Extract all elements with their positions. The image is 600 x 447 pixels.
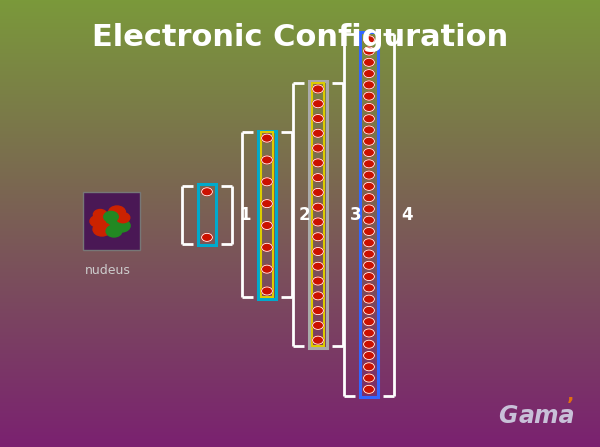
Circle shape bbox=[313, 100, 323, 108]
Circle shape bbox=[364, 103, 374, 111]
Circle shape bbox=[364, 351, 374, 359]
Circle shape bbox=[100, 218, 116, 229]
Circle shape bbox=[106, 225, 122, 237]
Circle shape bbox=[313, 321, 323, 329]
Circle shape bbox=[262, 200, 272, 208]
Text: 4: 4 bbox=[401, 206, 412, 224]
Circle shape bbox=[364, 160, 374, 168]
Circle shape bbox=[313, 203, 323, 211]
Text: nudeus: nudeus bbox=[85, 264, 131, 277]
Circle shape bbox=[364, 115, 374, 123]
Circle shape bbox=[364, 36, 374, 44]
Circle shape bbox=[364, 261, 374, 270]
Circle shape bbox=[364, 216, 374, 224]
Circle shape bbox=[364, 58, 374, 66]
Circle shape bbox=[93, 223, 111, 236]
Circle shape bbox=[364, 273, 374, 281]
Circle shape bbox=[113, 219, 130, 232]
Circle shape bbox=[262, 221, 272, 229]
Circle shape bbox=[313, 114, 323, 122]
FancyBboxPatch shape bbox=[83, 192, 139, 250]
Circle shape bbox=[364, 126, 374, 134]
Text: G: G bbox=[498, 404, 517, 428]
Circle shape bbox=[94, 210, 107, 219]
Text: 2: 2 bbox=[299, 206, 310, 224]
Circle shape bbox=[313, 233, 323, 241]
Circle shape bbox=[262, 134, 272, 142]
Circle shape bbox=[202, 188, 212, 196]
Circle shape bbox=[313, 144, 323, 152]
Text: 3: 3 bbox=[350, 206, 361, 224]
Circle shape bbox=[262, 243, 272, 251]
Circle shape bbox=[364, 70, 374, 78]
Circle shape bbox=[364, 318, 374, 326]
Circle shape bbox=[364, 239, 374, 247]
Circle shape bbox=[364, 92, 374, 100]
Circle shape bbox=[313, 277, 323, 285]
Circle shape bbox=[313, 188, 323, 196]
Text: Electronic Configuration: Electronic Configuration bbox=[92, 24, 508, 52]
Circle shape bbox=[364, 171, 374, 179]
Circle shape bbox=[364, 182, 374, 190]
Circle shape bbox=[313, 336, 323, 344]
Circle shape bbox=[364, 47, 374, 55]
Circle shape bbox=[109, 206, 125, 219]
Circle shape bbox=[364, 137, 374, 145]
Circle shape bbox=[202, 233, 212, 241]
Circle shape bbox=[262, 156, 272, 164]
Circle shape bbox=[262, 178, 272, 186]
Circle shape bbox=[364, 374, 374, 382]
Circle shape bbox=[313, 85, 323, 93]
Circle shape bbox=[262, 265, 272, 273]
Text: 1: 1 bbox=[239, 206, 250, 224]
Circle shape bbox=[104, 211, 118, 222]
Circle shape bbox=[262, 287, 272, 295]
Circle shape bbox=[313, 129, 323, 137]
Circle shape bbox=[364, 284, 374, 292]
Circle shape bbox=[313, 218, 323, 226]
Circle shape bbox=[364, 148, 374, 156]
Circle shape bbox=[313, 307, 323, 315]
Circle shape bbox=[364, 363, 374, 371]
Circle shape bbox=[313, 159, 323, 167]
Circle shape bbox=[313, 248, 323, 256]
Circle shape bbox=[313, 262, 323, 270]
Circle shape bbox=[364, 250, 374, 258]
Circle shape bbox=[364, 295, 374, 303]
Circle shape bbox=[364, 81, 374, 89]
Circle shape bbox=[364, 329, 374, 337]
Circle shape bbox=[364, 228, 374, 236]
Text: ’: ’ bbox=[567, 396, 574, 415]
Circle shape bbox=[364, 306, 374, 314]
Circle shape bbox=[364, 385, 374, 393]
Circle shape bbox=[313, 173, 323, 181]
Text: ama: ama bbox=[519, 404, 575, 428]
Circle shape bbox=[364, 205, 374, 213]
Circle shape bbox=[364, 194, 374, 202]
Circle shape bbox=[90, 215, 106, 227]
Circle shape bbox=[364, 340, 374, 348]
Circle shape bbox=[313, 292, 323, 300]
Circle shape bbox=[116, 213, 130, 223]
